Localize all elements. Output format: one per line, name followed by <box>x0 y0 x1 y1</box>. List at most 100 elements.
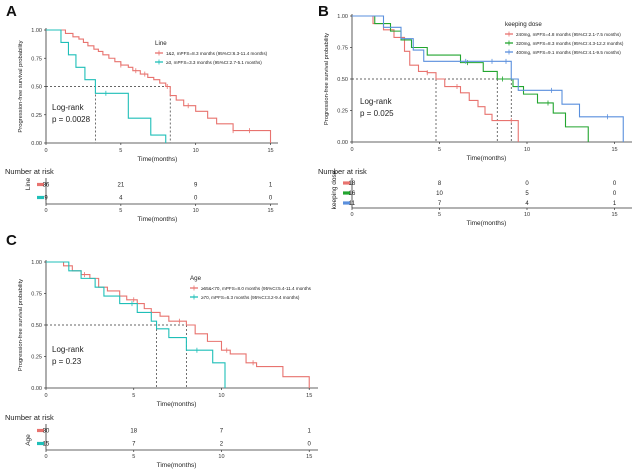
risk-count: 10 <box>436 191 443 197</box>
x-tick-label: 10 <box>218 393 224 399</box>
panel-label: B <box>318 3 329 20</box>
risk-row-swatch <box>37 182 44 187</box>
legend-title: keeping dose <box>505 21 542 28</box>
x-tick-label: 15 <box>611 147 617 153</box>
risk-count: 15 <box>43 442 50 448</box>
risk-count: 9 <box>44 196 48 202</box>
legend-entry: ≥70, mPFS=6.3 months (95%CI:3.2-9.4 mont… <box>201 295 300 300</box>
risk-y-axis-title: keeping dose <box>331 170 338 209</box>
risk-table-title: Number at risk <box>5 167 54 176</box>
x-axis-title: Time(months) <box>157 401 197 408</box>
legend-entry: 400mg, mPFS=9.1 months (95%CI:4.1-9.5 mo… <box>516 50 621 55</box>
risk-count: 16 <box>349 191 356 197</box>
y-tick-label: 0.25 <box>31 355 42 361</box>
x-tick-label: 0 <box>350 147 353 153</box>
risk-table-title: Number at risk <box>318 167 367 176</box>
risk-count: 18 <box>130 429 137 435</box>
legend-title: Line <box>155 40 167 47</box>
risk-count: 7 <box>438 201 442 207</box>
x-tick-label: 10 <box>524 147 530 153</box>
y-tick-label: 0.75 <box>31 56 42 62</box>
km-curve-series-1 <box>46 29 272 143</box>
y-tick-label: 0.00 <box>31 141 42 147</box>
km-curve-series-3 <box>352 15 624 142</box>
panel-label: A <box>6 3 17 20</box>
x-axis-title: Time(months) <box>466 155 506 162</box>
risk-count: 2 <box>220 442 224 448</box>
risk-count: 4 <box>119 196 123 202</box>
x-tick-label: 5 <box>438 147 441 153</box>
y-tick-label: 0.50 <box>31 85 42 91</box>
risk-count: 36 <box>43 183 50 189</box>
km-curve-series-2 <box>46 261 226 388</box>
km-curve-series-1 <box>46 261 310 388</box>
logrank-label: Log-rank <box>52 345 85 354</box>
risk-x-tick-label: 5 <box>119 208 122 214</box>
y-axis-title: Progression-free survival probability <box>324 33 330 125</box>
y-tick-label: 1.00 <box>31 260 42 266</box>
risk-y-axis-title: Age <box>25 434 32 446</box>
legend-entry: ≥65&<70, mPFS=8.0 months (95%CI:5.4-11.4… <box>201 286 312 291</box>
risk-row-swatch <box>37 441 44 446</box>
y-axis-title: Progression-free survival probability <box>18 279 24 371</box>
risk-x-tick-label: 15 <box>611 212 617 218</box>
km-curve-series-2 <box>352 15 589 142</box>
logrank-pvalue: p = 0.025 <box>360 109 394 118</box>
x-tick-label: 5 <box>132 393 135 399</box>
risk-count: 7 <box>132 442 136 448</box>
y-tick-label: 1.00 <box>31 28 42 34</box>
y-tick-label: 0.50 <box>31 323 42 329</box>
risk-x-axis-title: Time(months) <box>137 216 177 223</box>
risk-x-tick-label: 0 <box>44 454 47 460</box>
km-curve-series-1 <box>352 15 519 142</box>
risk-count: 0 <box>613 191 617 197</box>
y-axis-title: Progression-free survival probability <box>18 40 24 132</box>
risk-count: 0 <box>525 181 529 187</box>
risk-table-title: Number at risk <box>5 413 54 422</box>
y-tick-label: 0.00 <box>337 140 348 146</box>
y-tick-label: 0.00 <box>31 386 42 392</box>
risk-x-tick-label: 5 <box>438 212 441 218</box>
risk-count: 1 <box>269 183 273 189</box>
risk-x-axis-title: Time(months) <box>466 220 506 227</box>
risk-count: 0 <box>269 196 273 202</box>
x-tick-label: 15 <box>306 393 312 399</box>
logrank-pvalue: p = 0.23 <box>52 357 82 366</box>
risk-x-axis-title: Time(months) <box>157 462 197 469</box>
risk-x-tick-label: 10 <box>218 454 224 460</box>
y-tick-label: 0.75 <box>337 46 348 52</box>
y-tick-label: 0.25 <box>31 113 42 119</box>
risk-x-tick-label: 5 <box>132 454 135 460</box>
risk-count: 1 <box>308 429 312 435</box>
km-panel-a: A0.000.250.500.751.000 5 10 15Time(months)P… <box>5 3 278 223</box>
risk-count: 21 <box>117 183 124 189</box>
risk-count: 30 <box>43 429 50 435</box>
risk-row-swatch <box>343 181 350 185</box>
y-tick-label: 0.50 <box>337 77 348 83</box>
km-curve-series-2 <box>46 29 167 143</box>
risk-count: 8 <box>438 181 442 187</box>
logrank-label: Log-rank <box>52 103 85 112</box>
risk-x-tick-label: 15 <box>306 454 312 460</box>
risk-x-tick-label: 10 <box>524 212 530 218</box>
legend-entry: 1&2, mPFS=8.3 months (95%CI:6.3-11.4 mon… <box>166 51 268 56</box>
risk-row-swatch <box>37 195 44 200</box>
risk-x-tick-label: 0 <box>44 208 47 214</box>
risk-x-tick-label: 15 <box>267 208 273 214</box>
risk-count: 0 <box>613 181 617 187</box>
x-tick-label: 0 <box>44 393 47 399</box>
x-tick-label: 10 <box>193 148 199 154</box>
risk-count: 5 <box>525 191 529 197</box>
risk-count: 18 <box>349 181 356 187</box>
legend-title: Age <box>190 275 202 282</box>
risk-count: 9 <box>194 183 198 189</box>
risk-count: 7 <box>220 429 224 435</box>
risk-count: 0 <box>308 442 312 448</box>
x-tick-label: 0 <box>44 148 47 154</box>
x-axis-title: Time(months) <box>137 156 177 163</box>
km-panel-b: B0.000.250.500.751.000 5 10 15Time(months)P… <box>318 3 632 227</box>
x-tick-label: 5 <box>119 148 122 154</box>
risk-count: 11 <box>349 201 356 207</box>
